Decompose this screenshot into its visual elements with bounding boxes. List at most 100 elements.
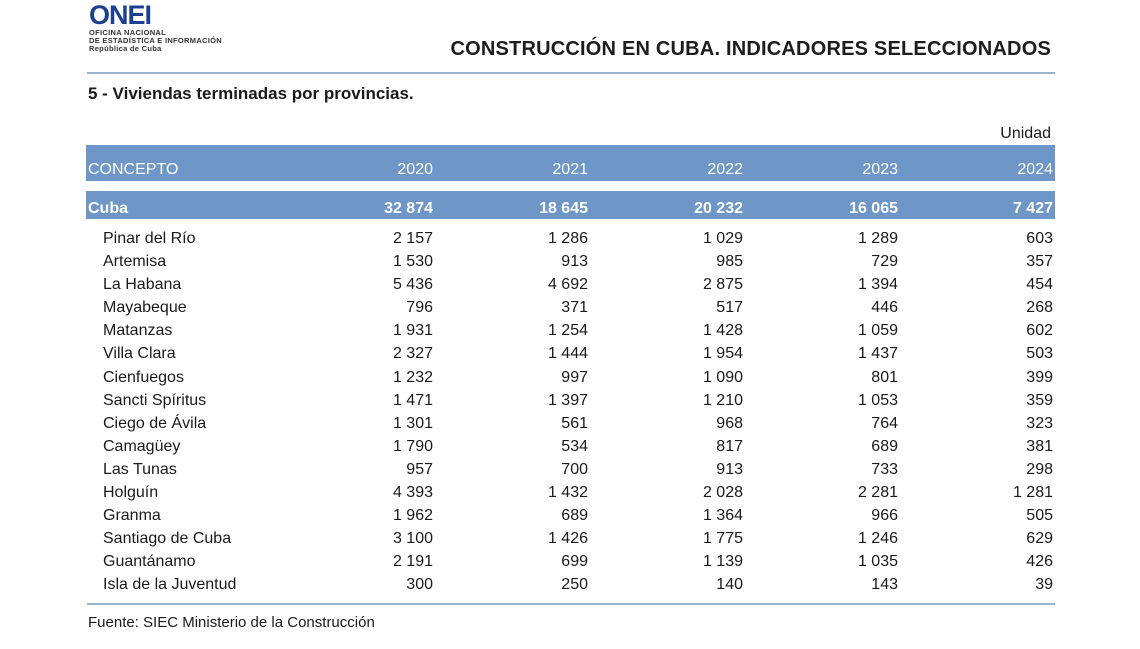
- table-row: Sancti Spíritus 1 471 1 397 1 210 1 053 359: [86, 390, 1055, 413]
- province-value: 561: [561, 414, 588, 432]
- province-value: 1 471: [392, 391, 433, 409]
- province-value: 1 301: [392, 414, 433, 432]
- logo-line: DE ESTADÍSTICA E INFORMACIÓN: [89, 36, 222, 45]
- province-value: 399: [1026, 368, 1053, 386]
- province-value: 503: [1026, 345, 1053, 363]
- table-row: Granma 1 962 689 1 364 966 505: [86, 505, 1055, 528]
- province-value: 729: [871, 253, 898, 271]
- table-row: Cienfuegos 1 232 997 1 090 801 399: [86, 367, 1055, 390]
- onei-logo: ONEI OFICINA NACIONAL DE ESTADÍSTICA E I…: [89, 0, 259, 53]
- total-value: 20 232: [694, 200, 743, 217]
- total-value: 16 065: [849, 200, 898, 217]
- province-name: La Habana: [103, 276, 182, 294]
- province-value: 1 364: [702, 507, 743, 525]
- province-value: 1 232: [392, 368, 433, 386]
- province-value: 1 428: [702, 322, 743, 340]
- province-name: Camagüey: [103, 437, 181, 455]
- province-name: Granma: [103, 507, 161, 525]
- province-value: 2 028: [702, 484, 743, 502]
- document-title: CONSTRUCCIÓN EN CUBA. INDICADORES SELECC…: [450, 38, 1051, 60]
- province-value: 4 393: [392, 484, 433, 502]
- province-name: Guantánamo: [103, 553, 196, 571]
- province-name: Sancti Spíritus: [103, 391, 207, 409]
- table-row: Las Tunas 957 700 913 733 298: [86, 459, 1055, 482]
- header-year: 2020: [397, 161, 433, 178]
- province-value: 323: [1026, 414, 1053, 432]
- province-value: 359: [1026, 391, 1053, 409]
- province-value: 1 394: [857, 276, 898, 294]
- province-value: 381: [1026, 437, 1053, 455]
- table-row: Isla de la Juventud 300 250 140 143 39: [86, 574, 1055, 597]
- province-value: 454: [1026, 276, 1053, 294]
- province-value: 913: [716, 460, 743, 478]
- province-value: 2 875: [702, 276, 743, 294]
- province-value: 817: [716, 437, 743, 455]
- province-value: 446: [871, 299, 898, 317]
- province-value: 603: [1026, 230, 1053, 247]
- title-divider: [87, 72, 1055, 74]
- table-row: Matanzas 1 931 1 254 1 428 1 059 602: [86, 320, 1055, 343]
- province-value: 2 281: [857, 484, 898, 502]
- table-row: Guantánamo 2 191 699 1 139 1 035 426: [86, 551, 1055, 574]
- province-name: Holguín: [103, 484, 159, 502]
- province-value: 143: [871, 576, 898, 594]
- province-value: 5 436: [392, 276, 433, 294]
- province-name: Pinar del Río: [103, 230, 196, 247]
- total-row: Cuba 32 874 18 645 20 232 16 065 7 427: [86, 191, 1055, 219]
- header-year: 2022: [707, 161, 743, 178]
- province-value: 1 931: [392, 322, 433, 340]
- province-value: 300: [406, 576, 433, 594]
- province-value: 2 191: [392, 553, 433, 571]
- province-value: 2 157: [392, 230, 433, 247]
- province-value: 1 053: [857, 391, 898, 409]
- header-year: 2024: [1017, 161, 1053, 178]
- province-value: 1 775: [702, 530, 743, 548]
- table-row: Holguín 4 393 1 432 2 028 2 281 1 281: [86, 482, 1055, 505]
- logo-line: República de Cuba: [89, 44, 162, 53]
- province-value: 1 444: [547, 345, 588, 363]
- province-value: 1 139: [702, 553, 743, 571]
- province-value: 985: [716, 253, 743, 271]
- province-value: 39: [1035, 576, 1053, 594]
- province-value: 1 790: [392, 437, 433, 455]
- province-name: Villa Clara: [103, 345, 176, 363]
- total-value: 18 645: [539, 200, 588, 217]
- table-row: Camagüey 1 790 534 817 689 381: [86, 436, 1055, 459]
- province-value: 689: [871, 437, 898, 455]
- logo-wordmark: ONEI: [89, 0, 152, 30]
- header-concept: CONCEPTO: [88, 161, 179, 178]
- table-row: Villa Clara 2 327 1 444 1 954 1 437 503: [86, 343, 1055, 366]
- province-value: 1 059: [857, 322, 898, 340]
- province-value: 371: [561, 299, 588, 317]
- province-value: 1 281: [1012, 484, 1053, 502]
- province-value: 140: [716, 576, 743, 594]
- province-value: 1 254: [547, 322, 588, 340]
- table-row: Mayabeque 796 371 517 446 268: [86, 297, 1055, 320]
- table-title: 5 - Viviendas terminadas por provincias.: [88, 84, 414, 103]
- province-value: 1 432: [547, 484, 588, 502]
- province-value: 505: [1026, 507, 1053, 525]
- province-value: 966: [871, 507, 898, 525]
- province-value: 3 100: [392, 530, 433, 548]
- province-value: 1 530: [392, 253, 433, 271]
- province-name: Artemisa: [103, 253, 167, 271]
- total-label: Cuba: [88, 200, 128, 217]
- province-value: 801: [871, 368, 898, 386]
- table-row: Ciego de Ávila 1 301 561 968 764 323: [86, 413, 1055, 436]
- province-value: 357: [1026, 253, 1053, 271]
- province-value: 1 286: [547, 230, 588, 247]
- province-value: 957: [406, 460, 433, 478]
- province-value: 968: [716, 414, 743, 432]
- province-value: 2 327: [392, 345, 433, 363]
- table-row: Santiago de Cuba 3 100 1 426 1 775 1 246 629: [86, 528, 1055, 551]
- province-value: 1 035: [857, 553, 898, 571]
- province-value: 1 437: [857, 345, 898, 363]
- province-value: 1 954: [702, 345, 743, 363]
- province-value: 1 426: [547, 530, 588, 548]
- header-year: 2021: [552, 161, 588, 178]
- province-value: 426: [1026, 553, 1053, 571]
- province-value: 689: [561, 507, 588, 525]
- table-row: Pinar del Río 2 157 1 286 1 029 1 289 603: [86, 228, 1055, 251]
- province-value: 1 029: [702, 230, 743, 247]
- province-name: Santiago de Cuba: [103, 530, 232, 548]
